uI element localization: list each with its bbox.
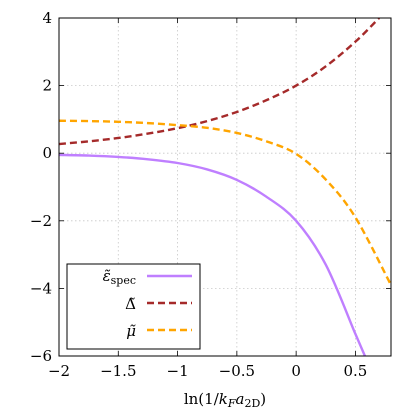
x-tick-label: −2 xyxy=(48,362,70,380)
series-layer xyxy=(59,18,391,356)
series-mu xyxy=(59,119,391,286)
xlabel-part-close: ) xyxy=(260,390,266,408)
x-axis-label: ln(1/kFa2D) xyxy=(184,390,266,410)
x-tick-label: 0 xyxy=(291,362,301,380)
xlabel-part-a: ln(1/ xyxy=(184,390,220,408)
x-tick-label: −1.5 xyxy=(100,362,136,380)
plot-frame xyxy=(58,17,392,357)
x-tick-label: −0.5 xyxy=(219,362,255,380)
legend-box xyxy=(66,263,201,350)
tick-labels: −2 −1.5 −1 −0.5 0 0.5 −6 −4 −2 0 2 4 xyxy=(30,9,367,380)
y-tick-label: −2 xyxy=(30,212,52,230)
legend: ε̃spec Δ̃ μ̃ xyxy=(66,263,201,350)
xlabel-part-a2d: a xyxy=(236,390,245,408)
legend-mu-label: μ̃ xyxy=(126,322,136,340)
series-epsilon-spec xyxy=(59,153,367,356)
legend-delta-label: Δ̃ xyxy=(125,295,136,313)
series-delta xyxy=(59,18,380,146)
xlabel-part-f: F xyxy=(227,397,236,410)
x-tick-label: −1 xyxy=(167,362,189,380)
y-tick-label: −4 xyxy=(30,279,52,297)
ticks xyxy=(58,17,391,357)
legend-epsilon-sub: spec xyxy=(111,274,136,287)
xlabel-part-k: k xyxy=(219,390,228,408)
x-tick-label: 0.5 xyxy=(343,362,367,380)
xlabel-part-2d: 2D xyxy=(244,397,260,410)
legend-epsilon-spec-label: ε̃spec xyxy=(103,267,136,287)
y-tick-label: 0 xyxy=(42,144,52,162)
y-tick-label: −6 xyxy=(30,347,52,365)
legend-epsilon-symbol: ε̃ xyxy=(103,267,111,285)
y-tick-label: 2 xyxy=(42,77,52,95)
y-tick-label: 4 xyxy=(42,9,52,27)
